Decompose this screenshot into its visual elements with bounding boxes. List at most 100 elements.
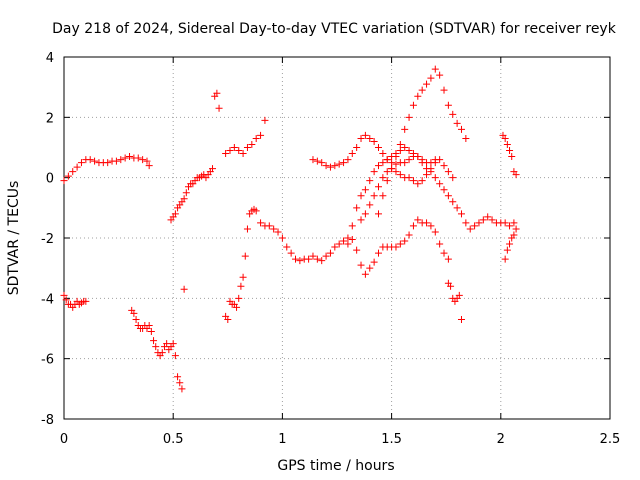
data-point (449, 174, 457, 182)
data-point (178, 385, 186, 393)
data-point (379, 192, 387, 200)
data-point (401, 237, 409, 245)
data-point (139, 156, 147, 164)
axis-ticks: 0 0.5 1 1.5 2 2.5 -8 -6 -4 -2 0 2 4 (41, 51, 620, 447)
data-point (265, 222, 273, 230)
chart-title: Day 218 of 2024, Sidereal Day-to-day VTE… (52, 21, 617, 37)
data-point (230, 144, 238, 151)
data-point (326, 163, 334, 171)
data-point (423, 80, 431, 88)
data-point (462, 219, 470, 227)
data-point (215, 104, 223, 112)
data-point (440, 86, 448, 94)
data-point (348, 222, 356, 230)
data-point (344, 234, 352, 242)
data-point (449, 110, 457, 118)
y-tick-label: -4 (41, 292, 54, 307)
data-point (252, 134, 260, 142)
data-point (213, 89, 221, 97)
data-point (134, 154, 142, 162)
data-point (340, 237, 348, 245)
data-point (209, 165, 217, 173)
data-point (396, 171, 404, 179)
data-point (243, 144, 251, 151)
data-point (366, 264, 374, 272)
data-point (287, 249, 295, 257)
data-point (348, 236, 356, 244)
data-point (370, 168, 378, 176)
data-point (392, 243, 400, 251)
data-point (392, 168, 400, 176)
data-point (309, 252, 317, 260)
data-point (348, 150, 356, 158)
data-point (361, 210, 369, 218)
data-point (427, 74, 435, 82)
data-point (506, 240, 514, 248)
data-point (374, 249, 382, 257)
data-point (506, 147, 514, 155)
data-point (457, 125, 465, 133)
data-point (401, 144, 409, 151)
data-point (309, 156, 317, 164)
data-point (357, 192, 365, 200)
data-point (292, 255, 300, 263)
data-point (112, 157, 120, 165)
data-point (431, 159, 439, 167)
data-point (239, 150, 247, 158)
data-point (383, 177, 391, 185)
data-point (182, 189, 190, 197)
data-point (274, 228, 282, 236)
data-point (374, 183, 382, 191)
data-point (512, 225, 520, 233)
data-point (374, 210, 382, 218)
data-point (374, 144, 382, 151)
series-track-h (444, 279, 465, 323)
data-point (503, 140, 511, 148)
data-point (447, 282, 455, 290)
data-point (479, 216, 487, 224)
data-point (427, 165, 435, 173)
data-point (453, 204, 461, 212)
data-point (453, 119, 461, 127)
data-point (248, 140, 256, 148)
data-point (501, 134, 509, 142)
data-point (414, 180, 422, 188)
data-point (379, 174, 387, 182)
data-point (431, 65, 439, 73)
data-point (60, 291, 68, 299)
data-point (313, 255, 321, 263)
series-track-l (374, 65, 470, 218)
data-point (261, 116, 269, 124)
data-point (444, 255, 452, 263)
data-point (283, 243, 291, 251)
data-point (366, 134, 374, 142)
data-point (401, 125, 409, 133)
data-point (91, 157, 99, 165)
data-point (396, 140, 404, 148)
y-tick-label: 4 (46, 51, 54, 66)
y-tick-label: 2 (46, 111, 54, 126)
data-point (484, 213, 492, 221)
data-point (418, 177, 426, 185)
data-point (296, 257, 304, 265)
data-point (418, 86, 426, 94)
x-tick-label: 1.5 (381, 432, 402, 447)
data-point (60, 177, 68, 185)
data-point (318, 159, 326, 167)
grid-lines (64, 57, 610, 419)
data-point (374, 162, 382, 170)
data-point (235, 294, 243, 302)
data-point (392, 153, 400, 161)
series-track-c (128, 285, 188, 393)
y-axis-label: SDTVAR / TECUs (6, 181, 22, 296)
data-point (104, 159, 112, 167)
data-point (326, 249, 334, 257)
data-point (457, 315, 465, 323)
data-point (237, 282, 245, 290)
data-point (145, 162, 153, 170)
data-point (409, 222, 417, 230)
data-point (436, 180, 444, 188)
data-point (510, 231, 518, 239)
data-point (64, 172, 72, 180)
data-point (353, 204, 361, 212)
